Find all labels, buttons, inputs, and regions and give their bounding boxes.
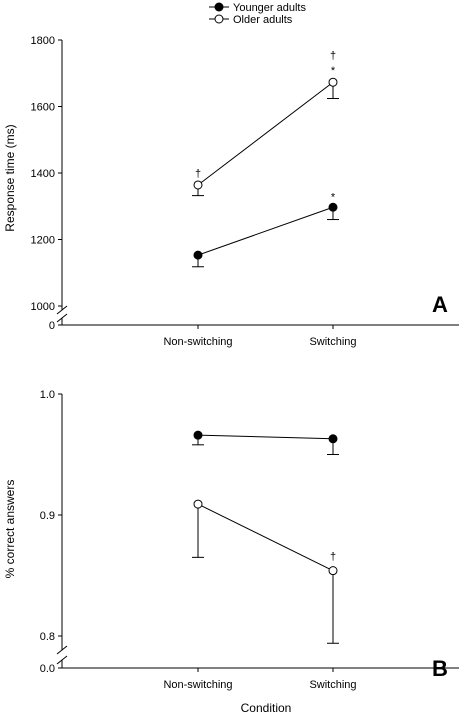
- significance-marker: †: [195, 168, 201, 180]
- panel-label: A: [432, 292, 448, 317]
- axis-break-mark: [56, 313, 68, 323]
- y-tick-label: 1.0: [40, 389, 55, 401]
- legend-item-older: Older adults: [209, 14, 293, 26]
- y-tick-label: 1000: [31, 301, 55, 313]
- legend-label-older: Older adults: [233, 14, 293, 26]
- axis-break-mark: [56, 305, 68, 315]
- x-tick-label: Non-switching: [163, 679, 232, 691]
- panel-b: % correct answers B 0.80.91.00.0Non-swit…: [3, 389, 459, 691]
- significance-marker: †: [330, 551, 336, 563]
- axis-break-mark: [56, 655, 68, 665]
- x-tick-label: Switching: [309, 336, 356, 348]
- axis-break-mark: [56, 645, 68, 655]
- series-line-younger: [197, 206, 334, 256]
- data-point-younger: [193, 430, 203, 440]
- data-point-older: [193, 499, 203, 509]
- data-point-older: [328, 77, 338, 87]
- significance-marker: †: [330, 50, 336, 62]
- legend-marker-filled: [214, 2, 224, 12]
- legend-marker-open: [214, 14, 224, 24]
- y-tick-label: 1800: [31, 35, 55, 47]
- data-point-older: [328, 566, 338, 576]
- y-axis-title: Response time (ms): [3, 124, 17, 231]
- significance-marker: *: [331, 65, 336, 77]
- data-point-older: [193, 180, 203, 190]
- data-point-younger: [328, 202, 338, 212]
- x-axis-title: Condition: [241, 701, 292, 715]
- x-tick-label: Switching: [309, 679, 356, 691]
- series-line-older: [197, 503, 334, 572]
- legend: Younger adults Older adults: [209, 2, 306, 26]
- data-point-younger: [193, 250, 203, 260]
- series-line-younger: [197, 434, 334, 440]
- panel-a: Response time (ms) A 1000 1200 1400 1600 180…: [3, 35, 459, 348]
- series-line-older: [197, 81, 334, 186]
- x-tick-label: Non-switching: [163, 336, 232, 348]
- y-tick-label-zero: 0: [49, 320, 55, 332]
- y-tick-label: 1600: [31, 102, 55, 114]
- legend-label-younger: Younger adults: [233, 2, 306, 14]
- y-tick-label: 0.8: [40, 631, 55, 643]
- y-tick-label: 1400: [31, 168, 55, 180]
- y-tick-label: 0.9: [40, 510, 55, 522]
- y-tick-label: 1200: [31, 235, 55, 247]
- y-axis-title: % correct answers: [3, 480, 17, 579]
- y-tick-label-zero: 0.0: [40, 663, 55, 675]
- data-point-younger: [328, 434, 338, 444]
- legend-item-younger: Younger adults: [209, 2, 306, 14]
- significance-marker: *: [331, 191, 336, 203]
